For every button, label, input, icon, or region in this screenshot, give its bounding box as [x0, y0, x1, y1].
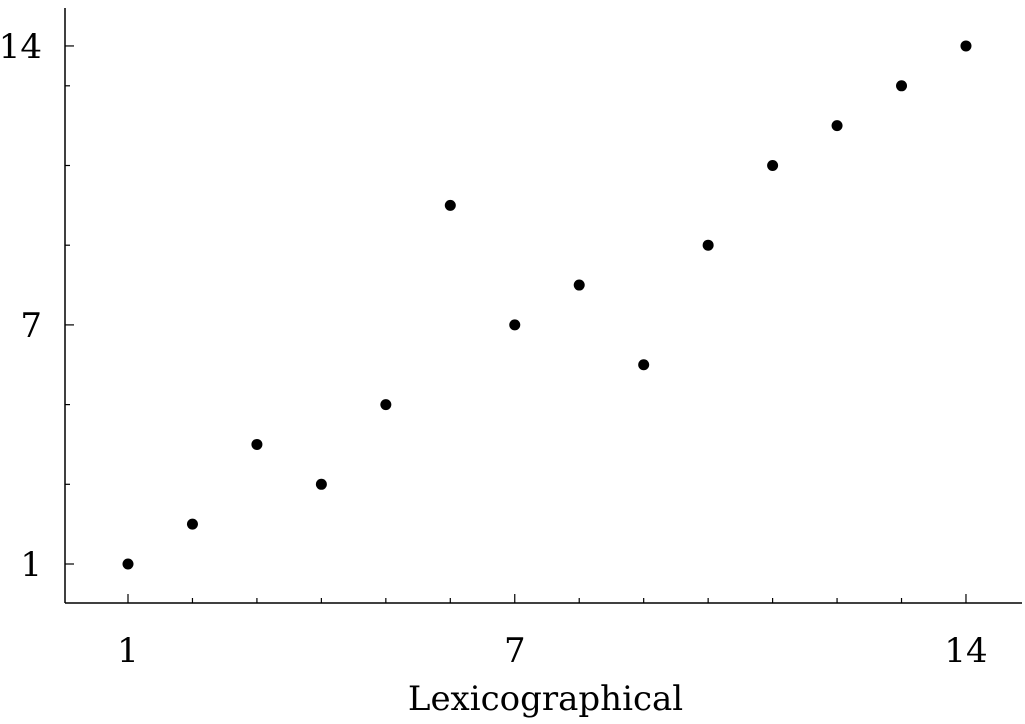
data-point	[573, 279, 585, 291]
ticks-layer: 1 7 14 1 7 14	[0, 27, 988, 671]
data-point	[702, 239, 714, 251]
data-point	[122, 558, 134, 570]
y-tick-label: 1	[20, 545, 42, 585]
data-point	[186, 518, 198, 530]
y-tick-label: 14	[0, 27, 42, 67]
data-point	[831, 120, 843, 132]
data-point	[509, 319, 521, 331]
data-point	[251, 438, 263, 450]
x-tick-label: 1	[117, 631, 139, 671]
y-tick-label: 7	[20, 306, 42, 346]
x-tick-label: 7	[504, 631, 526, 671]
x-tick-label: 14	[944, 631, 987, 671]
data-point	[380, 399, 392, 411]
data-point	[444, 199, 456, 211]
data-point	[960, 40, 972, 52]
data-point	[638, 359, 650, 371]
x-axis-title: Lexicographical	[408, 679, 683, 719]
data-point	[315, 478, 327, 490]
data-point	[767, 160, 779, 171]
data-point	[896, 80, 908, 92]
points-layer	[122, 40, 972, 570]
